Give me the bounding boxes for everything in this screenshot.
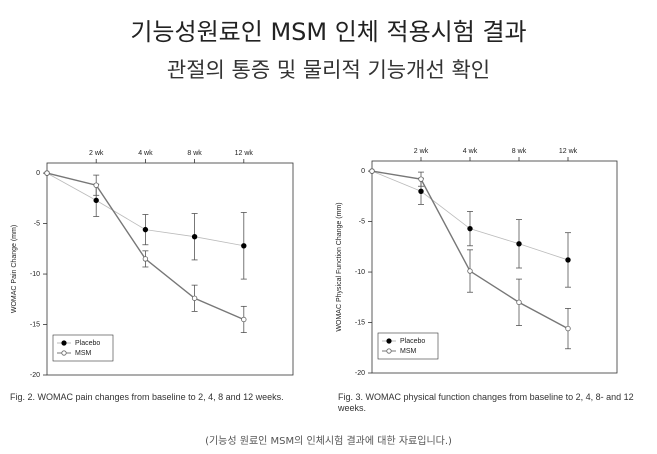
legend-marker bbox=[386, 338, 392, 344]
title: 기능성원료인 MSM 인체 적용시험 결과 bbox=[130, 18, 527, 46]
point bbox=[191, 295, 198, 301]
point bbox=[93, 197, 99, 204]
plot-frame bbox=[46, 162, 294, 376]
caption: Fig. 2. WOMAC pain changes from baseline… bbox=[10, 392, 284, 402]
point bbox=[241, 243, 247, 249]
x-tick-label: 8 wk bbox=[187, 150, 202, 157]
x-tick-label: 2 wk bbox=[414, 148, 429, 155]
x-tick-label: 2 wk bbox=[89, 150, 104, 157]
plot-frame bbox=[371, 160, 618, 374]
y-axis-label: WOMAC Physical Function Change (mm) bbox=[336, 202, 343, 331]
point bbox=[44, 170, 50, 176]
y-tick-label: 0 bbox=[36, 170, 40, 177]
subtitle: 관절의 통증 및 물리적 기능개선 확인 bbox=[166, 58, 491, 82]
point bbox=[565, 325, 571, 332]
footnote: (기능성 원료인 MSM의 인체시험 결과에 대한 자료입니다.) bbox=[205, 436, 452, 447]
legend-marker bbox=[386, 348, 392, 354]
legend-box bbox=[377, 332, 439, 360]
point bbox=[142, 226, 149, 233]
point bbox=[516, 241, 522, 247]
point bbox=[418, 188, 424, 194]
y-tick-label: 0 bbox=[361, 168, 365, 175]
y-tick-label: -20 bbox=[30, 372, 40, 379]
point bbox=[565, 257, 571, 263]
legend-label: Placebo bbox=[400, 338, 425, 345]
point bbox=[369, 168, 375, 174]
x-tick-label: 8 wk bbox=[512, 148, 527, 155]
legend-label: MSM bbox=[75, 350, 92, 357]
point bbox=[93, 182, 99, 188]
point bbox=[191, 233, 198, 240]
point bbox=[467, 225, 473, 232]
x-tick-label: 12 wk bbox=[559, 148, 578, 155]
legend-marker bbox=[61, 350, 67, 356]
y-axis-label: WOMAC Pain Change (mm) bbox=[11, 225, 18, 313]
point bbox=[467, 268, 473, 274]
y-tick-label: -5 bbox=[34, 220, 40, 227]
y-tick-label: -15 bbox=[355, 319, 365, 326]
point bbox=[418, 176, 424, 182]
y-tick-label: -10 bbox=[355, 269, 365, 276]
y-tick-label: -10 bbox=[30, 271, 40, 278]
y-tick-label: -5 bbox=[359, 218, 365, 225]
x-tick-label: 4 wk bbox=[463, 148, 478, 155]
point bbox=[241, 316, 247, 323]
x-tick-label: 12 wk bbox=[235, 150, 254, 157]
legend-marker bbox=[61, 340, 67, 346]
y-tick-label: -15 bbox=[30, 321, 40, 328]
legend-box bbox=[52, 334, 114, 362]
legend-label: MSM bbox=[400, 348, 417, 355]
x-tick-label: 4 wk bbox=[138, 150, 153, 157]
caption: Fig. 3. WOMAC physical function changes … bbox=[338, 392, 634, 413]
legend-label: Placebo bbox=[75, 340, 100, 347]
point bbox=[516, 299, 522, 306]
point bbox=[142, 256, 149, 262]
y-tick-label: -20 bbox=[355, 370, 365, 377]
series-line bbox=[46, 172, 245, 321]
